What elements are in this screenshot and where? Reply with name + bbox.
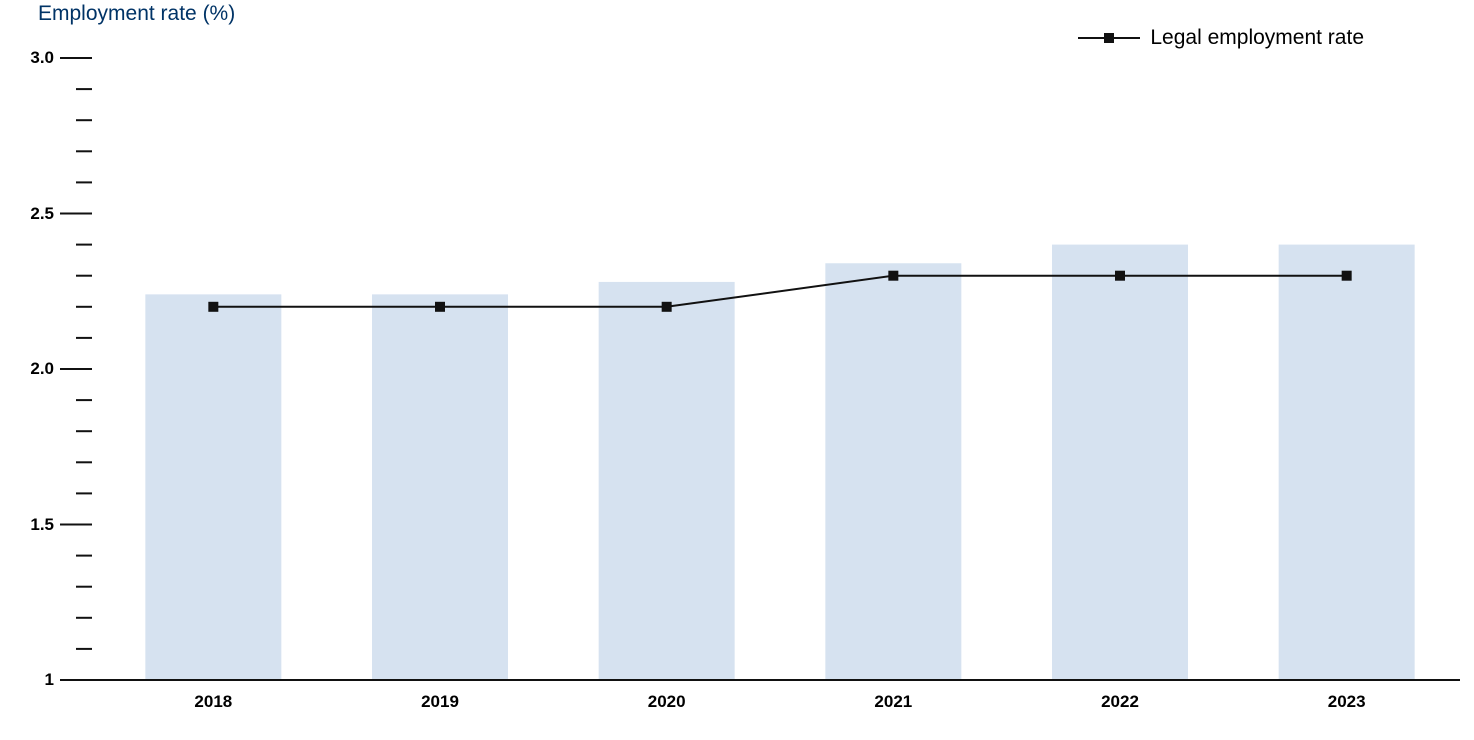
bar (372, 294, 508, 680)
y-tick-label: 3.0 (30, 48, 54, 68)
bar (825, 263, 961, 680)
y-axis-title: Employment rate (%) (38, 2, 235, 26)
line-marker (1342, 271, 1352, 281)
y-tick-label: 2.5 (30, 204, 54, 224)
y-tick-label: 1.5 (30, 515, 54, 535)
line-marker (208, 302, 218, 312)
y-tick-label: 1 (45, 670, 54, 690)
bar (1279, 245, 1415, 680)
chart-svg (0, 0, 1474, 740)
x-tick-label: 2023 (1328, 692, 1366, 712)
line-marker (435, 302, 445, 312)
x-tick-label: 2022 (1101, 692, 1139, 712)
x-tick-label: 2020 (648, 692, 686, 712)
y-tick-label: 2.0 (30, 359, 54, 379)
employment-rate-chart: Employment rate (%) 1 1.5 2.0 2.5 3.0 2018 2019… (0, 0, 1474, 740)
x-tick-label: 2018 (194, 692, 232, 712)
legend: Legal employment rate (1078, 26, 1364, 50)
line-marker (1115, 271, 1125, 281)
bar (145, 294, 281, 680)
line-marker (888, 271, 898, 281)
line-marker (662, 302, 672, 312)
x-tick-label: 2021 (874, 692, 912, 712)
x-tick-label: 2019 (421, 692, 459, 712)
legend-swatch (1078, 28, 1140, 48)
bar (1052, 245, 1188, 680)
legend-label: Legal employment rate (1150, 26, 1364, 50)
bar (599, 282, 735, 680)
